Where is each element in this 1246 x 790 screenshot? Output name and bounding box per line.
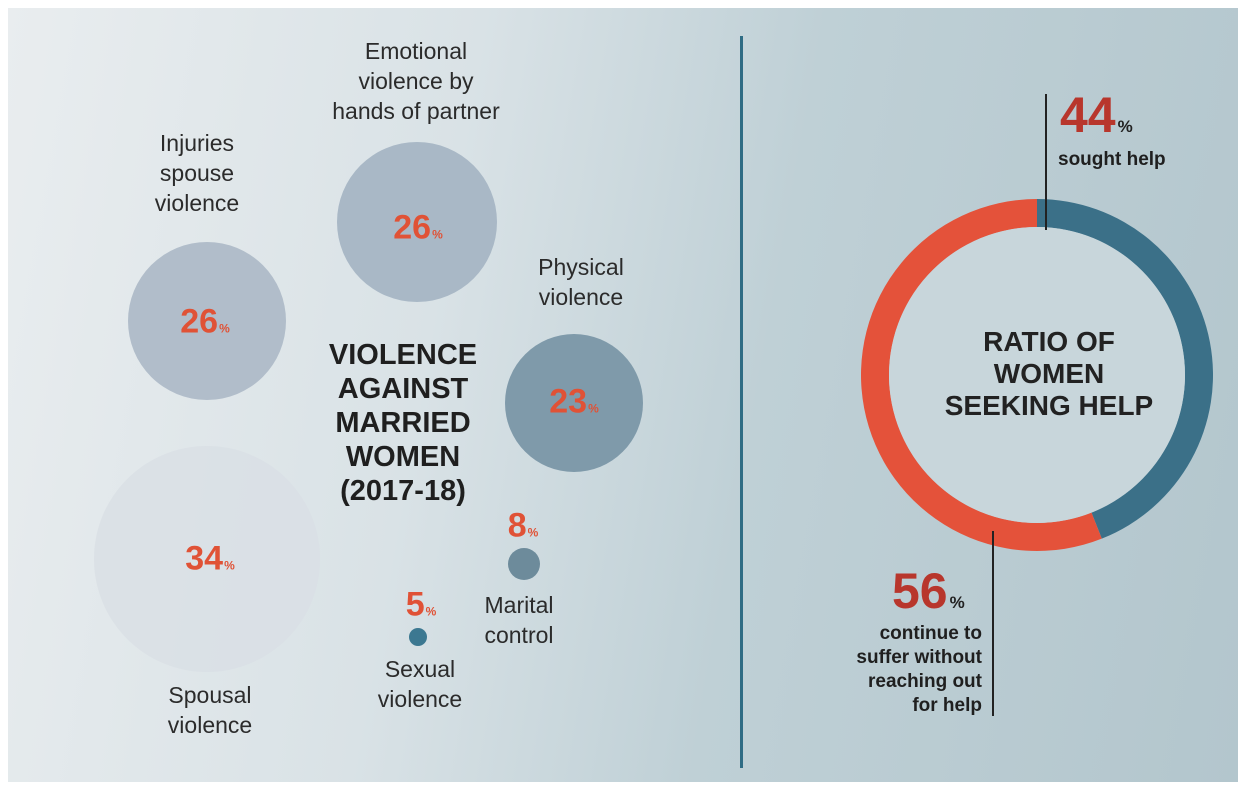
percent-symbol: % xyxy=(425,604,437,619)
bubble-sexual-violence xyxy=(409,628,427,646)
donut-chart xyxy=(860,199,1213,551)
percent-symbol: % xyxy=(1117,117,1133,136)
bubble-injuries-spouse-violence xyxy=(128,242,286,400)
divider-line xyxy=(740,36,743,768)
bubble-spousal-violence xyxy=(94,446,320,672)
percent-symbol: % xyxy=(527,525,539,540)
infographic: 26% 26% 23% 34% 8% 5% Emotional violence… xyxy=(8,8,1238,782)
percent-symbol: % xyxy=(432,227,443,242)
label-emotional-violence: Emotional violence by hands of partner xyxy=(332,38,500,124)
percent-symbol: % xyxy=(219,321,230,336)
value-number: 26 xyxy=(393,208,432,247)
value-injuries: 26% xyxy=(180,303,230,342)
value-number: 26 xyxy=(180,302,219,341)
bubble-emotional-violence xyxy=(337,142,497,302)
bubble-physical-violence xyxy=(505,334,643,472)
donut-title: RATIO OF WOMEN SEEKING HELP xyxy=(944,326,1154,421)
leader-line-sought-help xyxy=(1045,94,1047,230)
leader-line-continue-to-suffer xyxy=(992,531,994,716)
value-number: 5 xyxy=(405,585,425,624)
value-continue-to-suffer: 56% xyxy=(892,562,965,620)
donut-center xyxy=(889,227,1185,523)
value-number: 56 xyxy=(892,563,948,619)
percent-symbol: % xyxy=(224,558,235,573)
value-number: 23 xyxy=(549,382,588,421)
label-spousal-violence: Spousal violence xyxy=(167,682,253,738)
value-sought-help: 44% xyxy=(1060,86,1133,144)
note-sought-help: sought help xyxy=(1058,149,1166,170)
percent-symbol: % xyxy=(949,593,965,612)
value-marital: 8% xyxy=(508,507,539,546)
note-continue-to-suffer: continue to suffer without reaching out … xyxy=(856,623,982,716)
value-number: 44 xyxy=(1060,87,1116,143)
value-number: 8 xyxy=(507,506,527,545)
label-marital-control: Marital control xyxy=(484,592,554,648)
bubble-marital-control xyxy=(508,548,540,580)
chart-title-violence: VIOLENCE AGAINST MARRIED WOMEN (2017-18) xyxy=(328,339,478,507)
label-physical-violence: Physical violence xyxy=(538,254,624,310)
value-spousal: 34% xyxy=(185,540,235,579)
donut-slice-sought-help xyxy=(1037,199,1213,539)
value-physical: 23% xyxy=(549,383,599,422)
value-sexual: 5% xyxy=(406,586,437,625)
value-emotional: 26% xyxy=(393,209,443,248)
percent-symbol: % xyxy=(588,401,599,416)
label-injuries-spouse-violence: Injuries spouse violence xyxy=(154,130,240,216)
value-number: 34 xyxy=(185,539,224,578)
label-sexual-violence: Sexual violence xyxy=(377,656,463,712)
